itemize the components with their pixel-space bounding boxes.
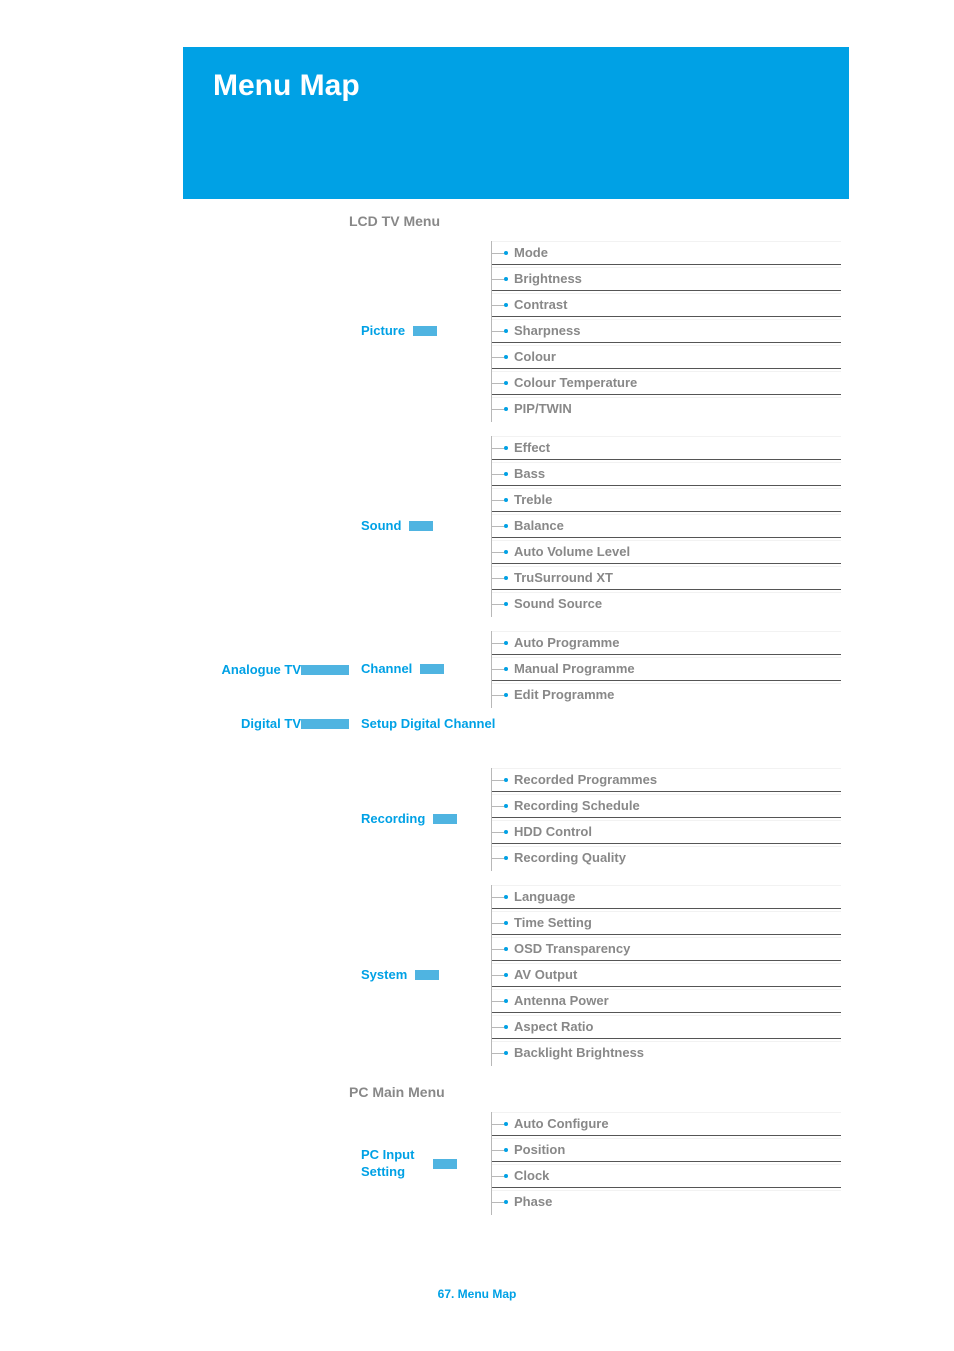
connector-bar [301, 719, 349, 729]
source-label: Digital TV [241, 716, 301, 731]
leaf-item: AV Output [492, 963, 841, 987]
category-setup-digital: Setup Digital Channel [349, 716, 489, 733]
tree-system: Language Time Setting OSD Transparency A… [491, 885, 849, 1066]
leaf-item: Recorded Programmes [492, 768, 841, 792]
row-setup-digital: Digital TV Setup Digital Channel [183, 716, 849, 750]
tree-picture: Mode Brightness Contrast Sharpness Colou… [491, 241, 849, 422]
section-pc-main: PC Main Menu [349, 1084, 849, 1100]
leaf-item: Brightness [492, 267, 841, 291]
leaf-item: HDD Control [492, 820, 841, 844]
connector-bar [433, 1159, 457, 1169]
title-banner: Menu Map [183, 47, 849, 199]
leaf-item: Sharpness [492, 319, 841, 343]
category-channel: Channel [349, 661, 489, 678]
leaf-item: Effect [492, 436, 841, 460]
connector-bar [413, 326, 437, 336]
category-label: Setup Digital Channel [355, 716, 501, 733]
category-label: Recording [355, 811, 431, 828]
leaf-item: Sound Source [492, 592, 841, 615]
connector-bar [433, 814, 457, 824]
leaf-item: Backlight Brightness [492, 1041, 841, 1064]
leaf-item: Bass [492, 462, 841, 486]
category-label: Picture [355, 323, 411, 340]
category-system: System [349, 967, 489, 984]
row-picture: Picture Mode Brightness Contrast Sharpne… [183, 241, 849, 422]
leaf-item: Recording Schedule [492, 794, 841, 818]
connector-bar [420, 664, 444, 674]
row-system: System Language Time Setting OSD Transpa… [183, 885, 849, 1066]
leaf-item: Language [492, 885, 841, 909]
category-label: System [355, 967, 413, 984]
row-channel: Analogue TV Channel Auto Programme Manua… [183, 631, 849, 708]
row-pc-input: PC Input Setting Auto Configure Position… [183, 1112, 849, 1215]
leaf-item: Treble [492, 488, 841, 512]
category-picture: Picture [349, 323, 489, 340]
leaf-item: Phase [492, 1190, 841, 1213]
leaf-item: Antenna Power [492, 989, 841, 1013]
category-pc-input: PC Input Setting [349, 1147, 489, 1181]
leaf-item: Clock [492, 1164, 841, 1188]
leaf-item: Balance [492, 514, 841, 538]
leaf-item: OSD Transparency [492, 937, 841, 961]
leaf-item: Manual Programme [492, 657, 841, 681]
leaf-item: TruSurround XT [492, 566, 841, 590]
source-digital-tv: Digital TV [241, 716, 349, 731]
category-label: Sound [355, 518, 407, 535]
tree-setup-digital [491, 716, 849, 750]
menu-map-content: LCD TV Menu Picture Mode Brightness Cont… [183, 199, 849, 1269]
category-sound: Sound [349, 518, 489, 535]
page: Menu Map LCD TV Menu Picture Mode Bright… [0, 0, 954, 1351]
tree-recording: Recorded Programmes Recording Schedule H… [491, 768, 849, 871]
leaf-item: Colour Temperature [492, 371, 841, 395]
footer-page-label: 67. Menu Map [0, 1287, 954, 1301]
leaf-item: Edit Programme [492, 683, 841, 706]
page-title: Menu Map [213, 69, 819, 103]
source-analogue-tv: Analogue TV [222, 662, 349, 677]
category-recording: Recording [349, 811, 489, 828]
leaf-item: Auto Volume Level [492, 540, 841, 564]
leaf-item: Position [492, 1138, 841, 1162]
leaf-item: PIP/TWIN [492, 397, 841, 420]
connector-bar [301, 665, 349, 675]
tree-pc-input: Auto Configure Position Clock Phase [491, 1112, 849, 1215]
leaf-item: Recording Quality [492, 846, 841, 869]
leaf-item: Colour [492, 345, 841, 369]
leaf-item: Aspect Ratio [492, 1015, 841, 1039]
category-label: PC Input Setting [355, 1147, 431, 1181]
section-lcd-tv: LCD TV Menu [349, 213, 849, 229]
source-label: Analogue TV [222, 662, 301, 677]
connector-bar [409, 521, 433, 531]
leaf-item: Time Setting [492, 911, 841, 935]
tree-channel: Auto Programme Manual Programme Edit Pro… [491, 631, 849, 708]
tree-sound: Effect Bass Treble Balance Auto Volume L… [491, 436, 849, 617]
leaf-item: Mode [492, 241, 841, 265]
connector-bar [415, 970, 439, 980]
leaf-item: Contrast [492, 293, 841, 317]
category-label: Channel [355, 661, 418, 678]
leaf-item: Auto Programme [492, 631, 841, 655]
row-sound: Sound Effect Bass Treble Balance Auto Vo… [183, 436, 849, 617]
row-recording: Recording Recorded Programmes Recording … [183, 768, 849, 871]
leaf-item: Auto Configure [492, 1112, 841, 1136]
